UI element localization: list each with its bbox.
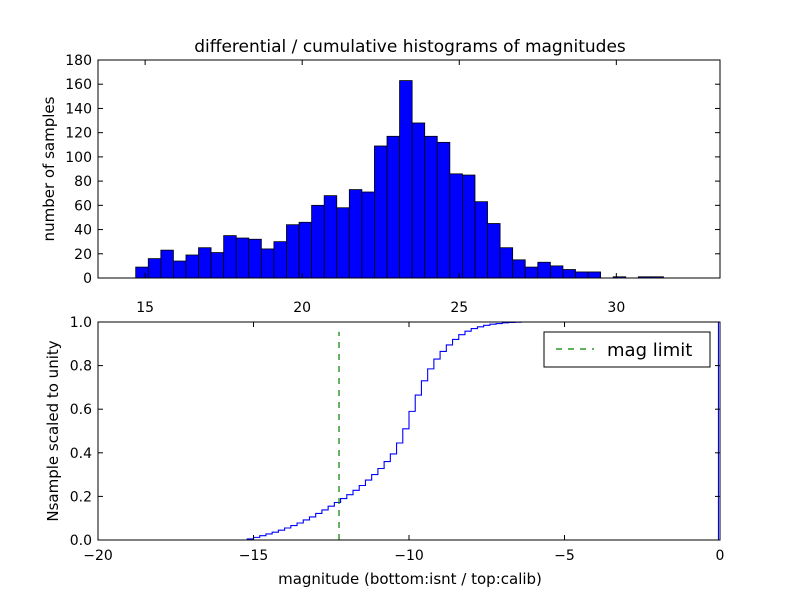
histogram-bar [160,249,174,279]
histogram-bar [487,223,501,279]
cumulative-y-tick-label: 1.0 [70,315,92,331]
cumulative-axes-frame [97,321,721,541]
histogram-bar [424,135,438,279]
histogram-bar [411,122,426,279]
histogram-bar [549,265,564,279]
histogram-bar [474,201,488,279]
histogram-bar [386,135,400,279]
cumulative-y-tick-label: 0.8 [70,359,92,375]
histogram-bar [512,259,526,279]
histogram-y-tick-label: 100 [65,150,92,166]
histogram-y-axis-label: number of samples [40,96,58,241]
legend: mag limit [543,331,711,368]
histogram-y-tick-label: 180 [65,53,92,69]
histogram-bar [399,80,413,279]
cumulative-step-line [98,321,719,541]
histogram-bar [537,261,551,279]
cumulative-ticks: 0.0 0.2 0.4 0.6 0.8 1.0 −20 −15 −10 −5 0 [70,315,725,564]
histogram-bar [361,191,375,279]
histogram-y-tick-label: 140 [65,101,92,117]
cumulative-x-tick-label: 0 [716,548,725,564]
histogram-bar [223,235,237,279]
histogram-bar [235,237,250,279]
histogram-x-tick-label: 25 [450,300,468,316]
histogram-bar [336,207,350,279]
histogram-bar [172,260,187,279]
histogram-y-tick-label: 120 [65,126,92,142]
histogram-bar [348,189,363,279]
histogram-bar [562,269,576,279]
cumulative-x-tick-label: −15 [239,548,269,564]
histogram-y-tick-label: 60 [74,198,92,214]
cumulative-y-tick-label: 0.0 [70,533,92,549]
cumulative-lines [98,321,719,541]
histogram-bar [323,195,338,279]
histogram-bar [210,252,225,279]
cumulative-x-tick-label: −20 [83,548,113,564]
histogram-bar [311,204,325,279]
histogram-x-tick-label: 20 [293,300,311,316]
histogram-panel: differential / cumulative histograms of … [40,37,721,316]
histogram-bar [499,247,514,279]
histogram-ticks: 0 20 40 60 80 100 120 140 160 180 15 20 25 30 [65,53,720,316]
histogram-axes-frame [97,59,721,279]
histogram-bars [135,80,664,279]
cumulative-y-tick-label: 0.2 [70,489,92,505]
histogram-y-tick-label: 40 [74,223,92,239]
cumulative-panel: 0.0 0.2 0.4 0.6 0.8 1.0 −20 −15 −10 −5 0 magnitude… [44,315,724,588]
chart-title: differential / cumulative histograms of … [194,37,626,57]
histogram-y-tick-label: 80 [74,174,92,190]
histogram-bar [273,241,287,279]
histogram-bar [248,238,262,279]
histogram-bar [575,271,589,279]
histogram-bar [374,145,388,279]
histogram-x-tick-label: 15 [136,300,154,316]
histogram-y-tick-label: 20 [74,247,92,263]
histogram-bar [260,248,275,279]
histogram-x-tick-label: 30 [607,300,625,316]
cumulative-x-tick-label: −5 [554,548,575,564]
cumulative-x-tick-label: −10 [394,548,424,564]
histogram-bar [298,221,313,279]
histogram-bar [462,174,476,279]
histogram-bar [286,224,300,279]
histogram-y-tick-label: 0 [83,271,92,287]
cumulative-y-tick-label: 0.6 [70,402,92,418]
histogram-bar [185,254,199,279]
histogram-bar [436,141,451,279]
histogram-bar [587,271,602,279]
legend-mag-limit-label: mag limit [607,340,692,361]
histogram-bar [524,266,539,279]
cumulative-x-axis-label: magnitude (bottom:isnt / top:calib) [278,570,542,588]
histogram-bar [135,266,149,279]
cumulative-y-axis-label: Nsample scaled to unity [44,340,62,521]
histogram-bar [449,173,463,279]
histogram-bar [198,247,212,279]
cumulative-y-tick-label: 0.4 [70,446,92,462]
histogram-bar [147,258,162,279]
histogram-y-tick-label: 160 [65,77,92,93]
